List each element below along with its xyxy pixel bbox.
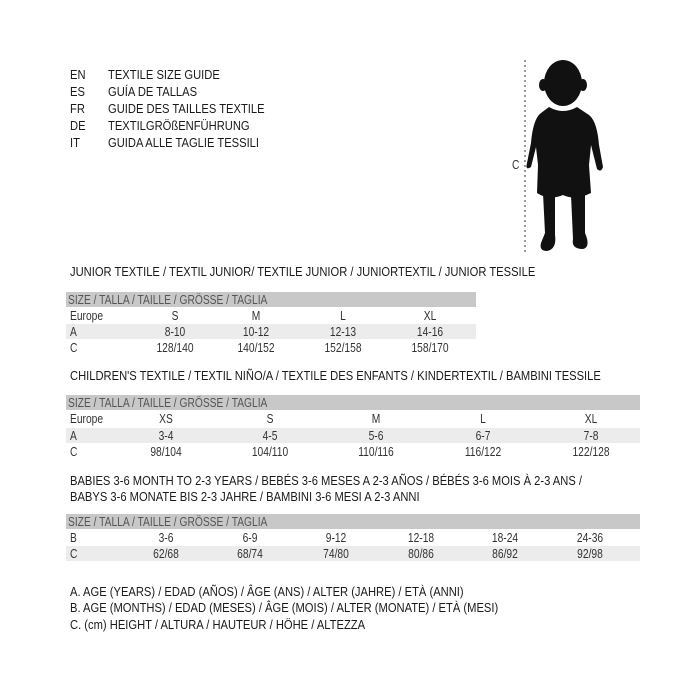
language-title: GUIDA ALLE TAGLIE TESSILI — [108, 135, 260, 150]
language-code: ES — [70, 84, 85, 99]
row-label: C — [70, 547, 78, 561]
table-cell: 3-4 — [158, 429, 174, 443]
language-code: FR — [70, 101, 85, 116]
row-shading — [66, 324, 476, 339]
legend-a: A. AGE (YEARS) / EDAD (AÑOS) / ÂGE (ANS)… — [70, 584, 464, 599]
table-cell: XL — [584, 412, 598, 426]
measure-label: C — [512, 158, 520, 172]
table-cell: 98/104 — [150, 445, 182, 459]
table-cell: 140/152 — [237, 341, 275, 355]
table-cell: 158/170 — [411, 341, 449, 355]
language-title: GUIDE DES TAILLES TEXTILE — [108, 101, 265, 116]
table-cell: 110/116 — [358, 445, 394, 459]
table-header: SIZE / TALLA / TAILLE / GRÖSSE / TAGLIA — [68, 396, 268, 410]
table-cell: 12-18 — [407, 531, 435, 545]
table-header: SIZE / TALLA / TAILLE / GRÖSSE / TAGLIA — [68, 515, 268, 529]
table-cell: 116/122 — [464, 445, 502, 459]
legend-c: C. (cm) HEIGHT / ALTURA / HAUTEUR / HÖHE… — [70, 617, 366, 632]
table-header-bar: SIZE / TALLA / TAILLE / GRÖSSE / TAGLIA — [66, 292, 476, 307]
language-title: TEXTILE SIZE GUIDE — [108, 67, 220, 82]
row-shading — [66, 428, 640, 443]
table-cell: 152/158 — [324, 341, 362, 355]
table-header-bar: SIZE / TALLA / TAILLE / GRÖSSE / TAGLIA — [66, 395, 640, 410]
table-header-bar: SIZE / TALLA / TAILLE / GRÖSSE / TAGLIA — [66, 514, 640, 529]
row-label: Europe — [70, 412, 104, 426]
table-cell: 122/128 — [572, 445, 610, 459]
row-label: Europe — [70, 309, 104, 323]
child-silhouette-icon — [524, 60, 603, 255]
table-cell: S — [266, 412, 274, 426]
table-cell: 18-24 — [491, 531, 519, 545]
row-label: C — [70, 445, 78, 459]
table-cell: 6-7 — [475, 429, 491, 443]
table-cell: 62/68 — [153, 547, 179, 561]
row-shading — [66, 546, 640, 561]
table-cell: 74/80 — [323, 547, 349, 561]
table-cell: 10-12 — [242, 325, 270, 339]
language-title: GUÍA DE TALLAS — [108, 84, 198, 99]
table-cell: 4-5 — [262, 429, 278, 443]
table-cell: XL — [423, 309, 437, 323]
table-cell: 68/74 — [237, 547, 263, 561]
table-cell: M — [371, 412, 381, 426]
table-cell: 104/110 — [251, 445, 289, 459]
table-cell: 80/86 — [408, 547, 434, 561]
language-code: DE — [70, 118, 86, 133]
children-title: CHILDREN'S TEXTILE / TEXTIL NIÑO/A / TEX… — [70, 368, 601, 383]
table-cell: 86/92 — [492, 547, 518, 561]
table-cell: XS — [159, 412, 173, 426]
row-label: A — [70, 325, 77, 339]
table-cell: 7-8 — [583, 429, 599, 443]
row-label: C — [70, 341, 78, 355]
table-cell: 14-16 — [416, 325, 444, 339]
junior-title: JUNIOR TEXTILE / TEXTIL JUNIOR/ TEXTILE … — [70, 264, 536, 279]
table-cell: 8-10 — [164, 325, 186, 339]
table-cell: 5-6 — [368, 429, 384, 443]
table-cell: L — [480, 412, 486, 426]
table-cell: 12-13 — [329, 325, 357, 339]
language-title: TEXTILGRÖßENFÜHRUNG — [108, 118, 250, 133]
row-label: B — [70, 531, 77, 545]
table-cell: S — [171, 309, 179, 323]
table-cell: 3-6 — [158, 531, 174, 545]
table-cell: 92/98 — [577, 547, 603, 561]
row-label: A — [70, 429, 77, 443]
table-cell: 24-36 — [576, 531, 604, 545]
language-code: EN — [70, 67, 86, 82]
babies-title-line1: BABIES 3-6 MONTH TO 2-3 YEARS / BEBÉS 3-… — [70, 473, 582, 488]
table-cell: L — [340, 309, 346, 323]
table-cell: 6-9 — [242, 531, 258, 545]
language-code: IT — [70, 135, 80, 150]
table-cell: M — [251, 309, 261, 323]
table-cell: 128/140 — [156, 341, 194, 355]
table-cell: 9-12 — [325, 531, 347, 545]
table-header: SIZE / TALLA / TAILLE / GRÖSSE / TAGLIA — [68, 293, 268, 307]
legend-b: B. AGE (MONTHS) / EDAD (MESES) / ÂGE (MO… — [70, 600, 499, 615]
babies-title-line2: BABYS 3-6 MONATE BIS 2-3 JAHRE / BAMBINI… — [70, 489, 420, 504]
